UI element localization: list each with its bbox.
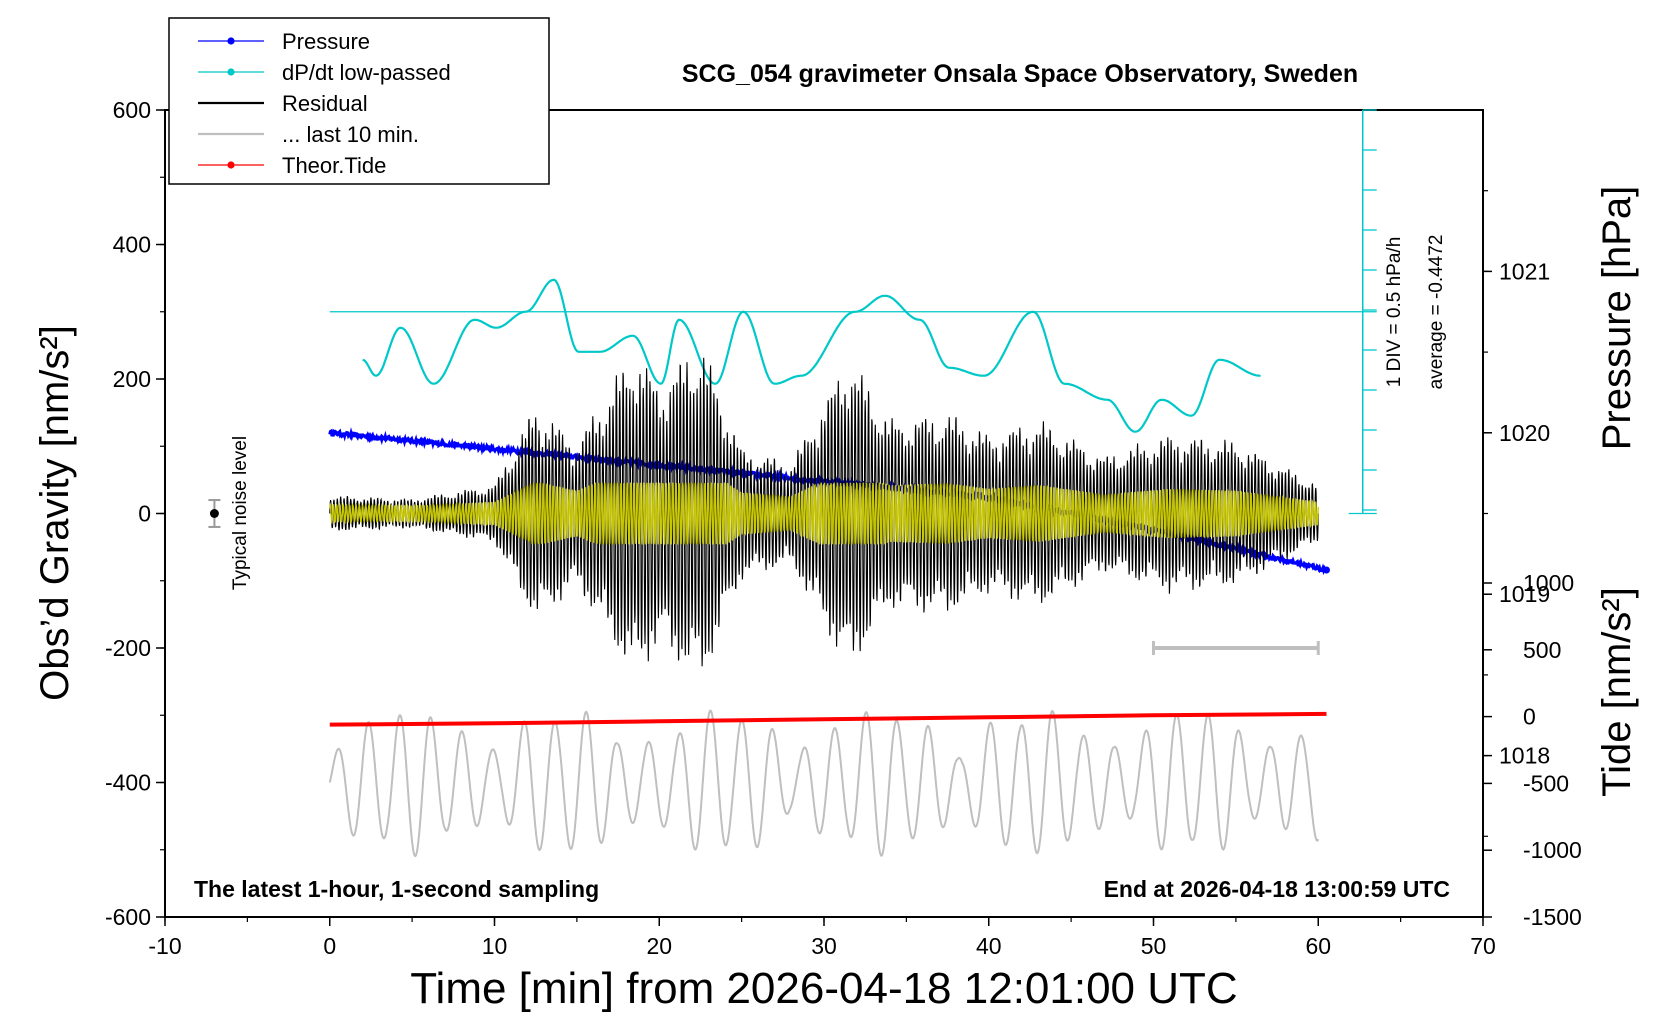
dpdt-line [362,278,1261,433]
tide-tick-label: -1500 [1523,904,1582,930]
pressure-tick-label: 1019 [1499,581,1550,607]
x-tick-label: 40 [976,933,1002,959]
chart-title: SCG_054 gravimeter Onsala Space Observat… [682,60,1358,88]
legend-label: Pressure [282,29,370,54]
x-tick-label: 60 [1305,933,1331,959]
pressure-tick-label: 1018 [1499,743,1550,769]
legend-marker [227,37,235,45]
footer-left: The latest 1-hour, 1-second sampling [194,876,599,902]
noise-marker [209,509,219,518]
pressure-end-marker [1322,566,1330,574]
legend-marker [227,68,235,76]
y-tick-label: 0 [138,501,151,527]
pressure-tick-label: 1021 [1499,258,1550,284]
dpdt-average-label: average = -0.4472 [1426,235,1447,390]
pressure-tick-label: 1020 [1499,420,1550,446]
y-axis-label: Obs’d Gravity [nm/s²] [33,325,77,701]
noise-level-label: Typical noise level [230,436,251,590]
y-tick-label: -200 [105,635,151,661]
pressure-axis-label: Pressure [hPa] [1595,186,1639,451]
axes-layer: -10 0 10 20 30 40 50 60 706004002000-200-400-600… [105,97,1582,959]
x-tick-label: 50 [1141,933,1167,959]
dpdt-scale-label: 1 DIV = 0.5 hPa/h [1384,237,1405,388]
x-tick-label: -10 [148,933,181,959]
legend-label: dP/dt low-passed [282,60,451,85]
legend-label: ... last 10 min. [282,122,419,147]
x-tick-label: 20 [646,933,672,959]
x-axis-label: Time [min] from 2026-04-18 12:01:00 UTC [410,964,1237,1013]
last-10-min-wave [328,709,1320,858]
legend-label: Residual [282,91,368,116]
tide-tick-label: 0 [1523,704,1536,730]
footer-right: End at 2026-04-18 13:00:59 UTC [1104,876,1450,902]
tide-tick-label: 500 [1523,637,1561,663]
tide-axis-label: Tide [nm/s²] [1595,587,1639,797]
legend-marker [227,161,235,169]
tide-tick-label: 1000 [1523,570,1574,596]
x-tick-label: 10 [482,933,508,959]
y-tick-label: -600 [105,904,151,930]
legend: Pressure dP/dt low-passed Residual ... last… [168,17,550,185]
tide-tick-label: -1000 [1523,837,1582,863]
tide-tick-label: -500 [1523,770,1569,796]
x-tick-label: 30 [811,933,837,959]
x-tick-label: 0 [323,933,336,959]
y-tick-label: -400 [105,770,151,796]
residual-filtered-line [329,481,1319,546]
y-tick-label: 200 [113,366,151,392]
x-tick-label: 70 [1470,933,1496,959]
y-tick-label: 400 [113,232,151,258]
legend-label: Theor.Tide [282,153,386,178]
legend-frame [168,17,550,185]
data-layer [208,109,1377,858]
tide-line [329,711,1327,727]
y-tick-label: 600 [113,97,151,123]
